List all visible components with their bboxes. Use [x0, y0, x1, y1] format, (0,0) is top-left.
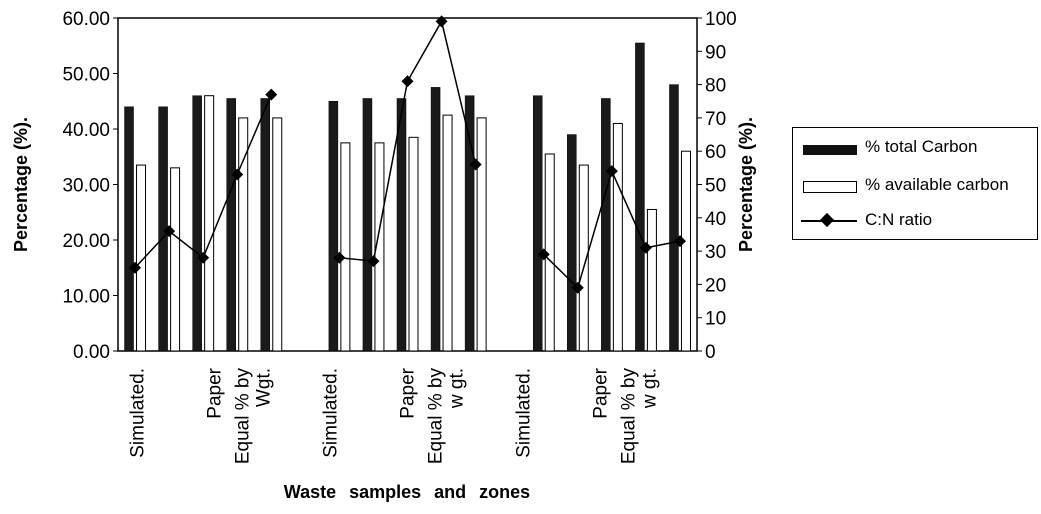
- legend-label-cn-ratio: C:N ratio: [865, 210, 933, 229]
- y-right-axis-title: Percentage (%).: [736, 117, 756, 252]
- marker-cn-ratio: [469, 158, 482, 171]
- bar-total-carbon: [430, 87, 441, 352]
- legend-item-cn-ratio: C:N ratio: [793, 206, 1039, 236]
- x-category-label: w gt.: [640, 368, 661, 409]
- y-left-axis-title: Percentage (%).: [11, 117, 31, 252]
- y-right-tick-label: 10: [705, 309, 726, 330]
- legend: % total Carbon % available carbon C:N ra…: [792, 127, 1038, 240]
- bar-available-carbon: [204, 95, 215, 352]
- bar-total-carbon: [362, 98, 373, 352]
- marker-cn-ratio: [571, 281, 584, 294]
- y-right-tick-label: 90: [705, 42, 726, 63]
- bar-available-carbon: [612, 122, 623, 352]
- x-category-label: Wgt.: [254, 368, 275, 407]
- marker-cn-ratio: [129, 261, 142, 274]
- bar-total-carbon: [567, 134, 577, 352]
- x-axis-title: Waste samples and zones: [284, 482, 530, 502]
- y-right-tick-label: 0: [705, 342, 716, 363]
- bar-available-carbon: [442, 114, 453, 352]
- bar-total-carbon: [192, 95, 202, 352]
- y-left-tick-label: 10.00: [62, 287, 110, 308]
- legend-label-available-carbon: % available carbon: [865, 175, 1009, 194]
- x-category-label: w gt.: [447, 368, 468, 409]
- x-category-label: Equal % by: [426, 368, 447, 465]
- bar-available-carbon: [680, 150, 691, 352]
- y-right-tick-label: 60: [705, 142, 726, 163]
- bar-total-carbon: [226, 98, 236, 352]
- bar-available-carbon: [646, 208, 657, 352]
- x-category-label: Simulated.: [513, 368, 534, 458]
- bar-available-carbon: [272, 117, 283, 352]
- bar-total-carbon: [635, 42, 645, 352]
- x-category-label: Equal % by: [619, 368, 640, 465]
- x-category-label: Paper: [398, 367, 419, 418]
- marker-cn-ratio: [163, 225, 176, 238]
- y-left-tick-label: 40.00: [62, 120, 110, 141]
- bar-available-carbon: [340, 142, 351, 352]
- bar-available-carbon: [578, 164, 589, 352]
- bar-available-carbon: [238, 117, 249, 352]
- bar-available-carbon: [408, 136, 419, 352]
- marker-cn-ratio: [435, 15, 448, 28]
- marker-cn-ratio: [333, 251, 346, 264]
- bar-total-carbon: [260, 98, 271, 352]
- legend-swatch-available-carbon: [803, 181, 857, 193]
- bar-total-carbon: [464, 95, 475, 352]
- bar-total-carbon: [601, 98, 611, 352]
- y-left-tick-label: 30.00: [62, 176, 110, 197]
- marker-cn-ratio: [197, 251, 210, 264]
- marker-cn-ratio: [673, 235, 686, 248]
- marker-cn-ratio: [401, 75, 414, 88]
- bar-available-carbon: [136, 164, 147, 352]
- bar-total-carbon: [669, 84, 679, 352]
- legend-swatch-total-carbon: [803, 145, 857, 155]
- marker-cn-ratio: [265, 88, 278, 101]
- legend-label-total-carbon: % total Carbon: [865, 137, 978, 156]
- marker-cn-ratio: [367, 255, 380, 268]
- y-right-tick-label: 100: [705, 9, 737, 30]
- bar-total-carbon: [328, 101, 339, 352]
- marker-cn-ratio: [231, 168, 244, 181]
- x-category-label: Simulated.: [127, 368, 148, 458]
- marker-cn-ratio: [605, 165, 618, 178]
- x-category-label: Paper: [205, 367, 226, 418]
- bar-total-carbon: [124, 106, 134, 352]
- y-right-tick-label: 80: [705, 76, 726, 97]
- bar-total-carbon: [532, 95, 543, 352]
- legend-item-total-carbon: % total Carbon: [793, 133, 1039, 163]
- marker-cn-ratio: [537, 248, 550, 261]
- x-category-label: Simulated.: [320, 368, 341, 458]
- y-left-tick-label: 50.00: [62, 65, 110, 86]
- y-right-tick-label: 50: [705, 176, 726, 197]
- y-left-tick-label: 0.00: [73, 342, 110, 363]
- marker-cn-ratio: [639, 241, 652, 254]
- x-category-label: Paper: [591, 367, 612, 418]
- bar-available-carbon: [476, 117, 487, 352]
- y-right-tick-label: 70: [705, 109, 726, 130]
- bar-available-carbon: [374, 142, 385, 352]
- y-right-tick-label: 30: [705, 242, 726, 263]
- legend-swatch-marker: [819, 212, 835, 228]
- y-left-tick-label: 20.00: [62, 231, 110, 252]
- x-category-label: Equal % by: [233, 368, 254, 465]
- y-right-tick-label: 40: [705, 209, 726, 230]
- y-right-tick-label: 20: [705, 275, 726, 296]
- legend-item-available-carbon: % available carbon: [793, 171, 1039, 201]
- plot-area: [117, 17, 698, 352]
- bar-total-carbon: [396, 98, 407, 352]
- bar-available-carbon: [170, 167, 181, 352]
- y-left-tick-label: 60.00: [62, 9, 110, 30]
